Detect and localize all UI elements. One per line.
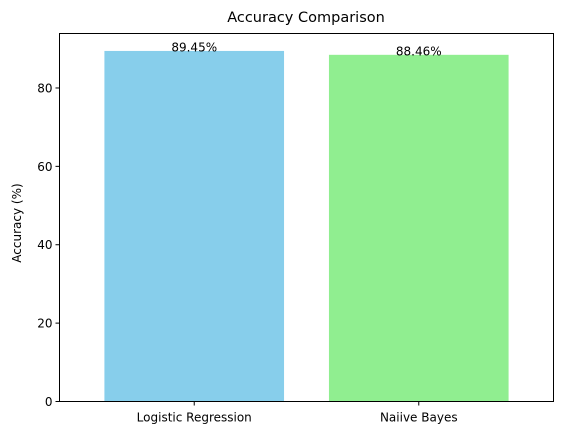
y-axis-label: Accuracy (%) — [10, 183, 24, 262]
x-tick-label: Naiive Bayes — [380, 411, 458, 425]
y-axis-ticks: 0 20 40 60 80 — [37, 81, 60, 409]
bar-naiive-bayes — [328, 54, 509, 402]
y-tick-label: 80 — [37, 81, 52, 95]
y-tick-label: 0 — [45, 395, 53, 409]
data-label: 88.46% — [396, 44, 442, 58]
bars-layer — [104, 50, 509, 402]
plot-frame — [59, 33, 554, 402]
x-axis-ticks: Logistic Regression Naiive Bayes — [137, 401, 458, 425]
chart-title: Accuracy Comparison — [227, 10, 385, 26]
y-tick-label: 40 — [37, 238, 52, 252]
x-tick-label: Logistic Regression — [137, 411, 252, 425]
y-tick-label: 60 — [37, 160, 52, 174]
y-tick-label: 20 — [37, 317, 52, 331]
data-label: 89.45% — [171, 40, 217, 54]
data-labels-layer: 89.45% 88.46% — [171, 40, 441, 58]
bar-logistic-regression — [104, 50, 285, 402]
